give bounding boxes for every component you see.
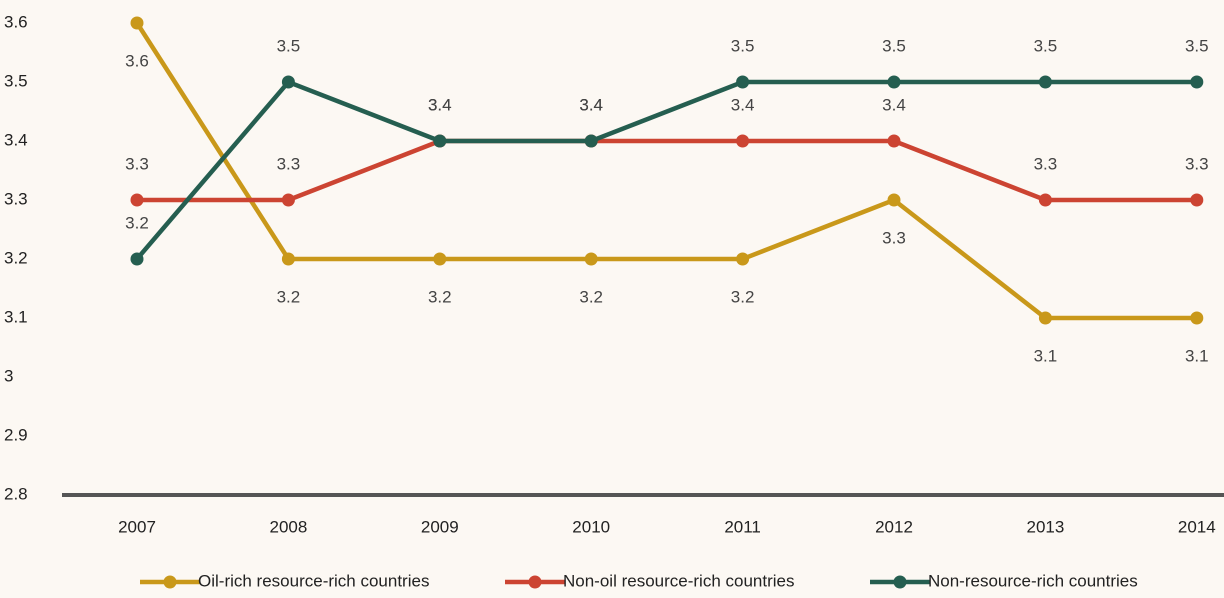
x-tick-label: 2012 [875,517,913,536]
data-point [281,252,295,266]
series-line [135,79,1197,261]
data-label: 3.2 [125,213,149,232]
data-label: 3.2 [579,287,603,306]
data-label: 3.3 [1185,154,1209,173]
series-line [137,138,1197,203]
x-tick-label: 2008 [269,517,307,536]
data-label: 3.3 [1034,154,1058,173]
data-point [281,75,295,89]
data-label: 3.3 [882,228,906,247]
data-label: 3.4 [428,95,452,114]
data-point [736,134,750,148]
data-point [584,134,598,148]
y-tick-label: 2.9 [4,425,28,444]
x-tick-label: 2007 [118,517,156,536]
y-tick-label: 3.3 [4,189,28,208]
data-point [1190,75,1204,89]
data-point [1038,75,1052,89]
data-point [584,252,598,266]
data-label: 3.5 [277,36,301,55]
y-tick-label: 3.6 [4,12,28,31]
data-label: 3.4 [428,95,452,114]
data-point [130,16,144,30]
y-tick-label: 3.1 [4,307,28,326]
legend-marker [893,575,907,589]
x-tick-label: 2010 [572,517,610,536]
data-label: 3.5 [882,36,906,55]
y-tick-label: 3.2 [4,248,28,267]
data-point [1190,193,1204,207]
data-label: 3.4 [579,95,603,114]
data-label: 3.4 [882,95,906,114]
data-point [887,193,901,207]
y-tick-label: 3.5 [4,71,28,90]
legend-marker [163,575,177,589]
y-tick-label: 2.8 [4,484,28,503]
x-tick-label: 2009 [421,517,459,536]
data-point [130,193,144,207]
data-label: 3.3 [125,154,149,173]
data-label: 3.2 [428,287,452,306]
series-line [135,21,1197,321]
y-tick-label: 3 [4,366,13,385]
data-point [887,75,901,89]
data-label: 3.2 [277,287,301,306]
data-point [736,75,750,89]
x-tick-label: 2014 [1178,517,1216,536]
legend-label: Oil-rich resource-rich countries [198,571,429,590]
data-label: 3.4 [731,95,755,114]
x-tick-label: 2013 [1026,517,1064,536]
legend-label: Non-oil resource-rich countries [563,571,794,590]
y-tick-label: 3.4 [4,130,28,149]
data-point [130,252,144,266]
data-point [1038,193,1052,207]
data-label: 3.5 [1034,36,1058,55]
data-label: 3.3 [277,154,301,173]
data-point [281,193,295,207]
data-label: 3.1 [1034,346,1058,365]
data-point [1190,311,1204,325]
legend-label: Non-resource-rich countries [928,571,1138,590]
data-point [433,134,447,148]
x-tick-label: 2011 [724,517,761,536]
data-point [736,252,750,266]
data-label: 3.5 [731,36,755,55]
data-label: 3.5 [1185,36,1209,55]
data-point [433,252,447,266]
legend-marker [528,575,542,589]
data-label: 3.1 [1185,346,1209,365]
data-point [887,134,901,148]
data-label: 3.4 [579,95,603,114]
data-point [1038,311,1052,325]
data-label: 3.6 [125,51,149,70]
data-label: 3.2 [731,287,755,306]
